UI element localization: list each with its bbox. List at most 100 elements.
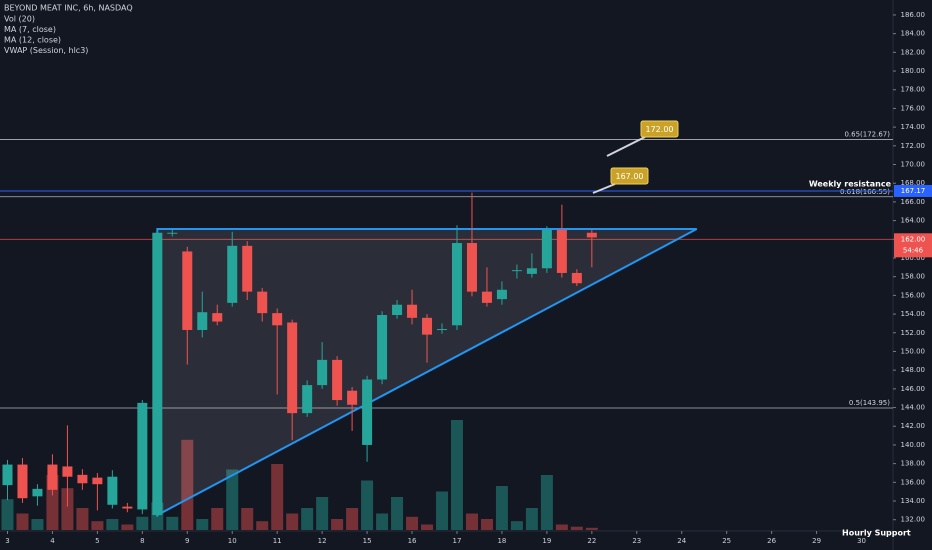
- volume-bar: [16, 513, 29, 530]
- volume-bar: [271, 464, 284, 530]
- candle-body: [541, 229, 552, 269]
- y-tick-label: 154.00: [901, 310, 926, 318]
- callout-label: 167.00: [616, 172, 644, 181]
- indicator-label: Vol (20): [4, 15, 35, 24]
- y-tick-label: 178.00: [901, 86, 926, 94]
- y-tick-label: 148.00: [901, 366, 926, 374]
- candle-body: [407, 304, 418, 318]
- y-tick-label: 166.00: [901, 198, 926, 206]
- x-tick-label: 9: [185, 537, 189, 545]
- volume-bar: [301, 508, 314, 530]
- y-tick-label: 158.00: [901, 273, 926, 281]
- x-tick-label: 8: [140, 537, 144, 545]
- candle-body: [377, 315, 388, 380]
- volume-bar: [91, 521, 104, 530]
- y-tick-label: 150.00: [901, 347, 926, 355]
- x-tick-label: 24: [677, 537, 686, 545]
- candle-body: [302, 385, 313, 414]
- volume-bar: [540, 475, 553, 530]
- x-tick-label: 29: [812, 537, 821, 545]
- candle-body: [152, 232, 163, 516]
- callout-pointer: [606, 136, 646, 157]
- x-tick-label: 5: [95, 537, 99, 545]
- candle-body: [362, 379, 373, 445]
- callout-pointer: [592, 183, 616, 194]
- countdown-label: 54:46: [903, 246, 924, 254]
- y-tick-label: 144.00: [901, 404, 926, 412]
- y-tick-label: 132.00: [901, 516, 926, 524]
- candle-body: [122, 506, 133, 509]
- y-tick-label: 152.00: [901, 329, 926, 337]
- x-tick-label: 15: [363, 537, 372, 545]
- y-tick-label: 174.00: [901, 123, 926, 131]
- y-tick-label: 140.00: [901, 441, 926, 449]
- candle-body: [272, 313, 283, 326]
- y-tick-label: 134.00: [901, 497, 926, 505]
- candle-body: [526, 268, 537, 274]
- candle-body: [317, 359, 328, 386]
- candle-body: [227, 245, 238, 303]
- volume-bar: [211, 508, 224, 530]
- volume-bar: [1, 499, 14, 530]
- y-tick-label: 146.00: [901, 385, 926, 393]
- x-tick-label: 11: [273, 537, 282, 545]
- candle-body: [182, 251, 193, 330]
- y-tick-label: 172.00: [901, 142, 926, 150]
- volume-bar: [316, 497, 329, 530]
- volume-bar: [406, 516, 419, 530]
- x-tick-label: 23: [632, 537, 641, 545]
- volume-bar: [181, 439, 194, 530]
- candle-body: [347, 390, 358, 405]
- volume-bar: [450, 420, 463, 530]
- volume-bar: [525, 508, 538, 530]
- volume-bar: [495, 486, 508, 530]
- volume-bar: [436, 491, 449, 530]
- candle-body: [167, 232, 178, 234]
- volume-bar: [31, 519, 44, 530]
- y-tick-label: 168.00: [901, 179, 926, 187]
- candle-body: [481, 291, 492, 303]
- candle-body: [496, 289, 507, 300]
- candle-body: [197, 312, 208, 330]
- y-tick-label: 186.00: [901, 11, 926, 19]
- volume-bar: [121, 524, 134, 530]
- fib-label: 0.618(166.55): [840, 188, 890, 196]
- volume-bar: [166, 516, 179, 530]
- volume-bar: [510, 521, 523, 530]
- callout-box: [610, 167, 649, 185]
- resistance-tag: [894, 184, 932, 197]
- legend: BEYOND MEAT INC, 6h, NASDAQ: [4, 4, 133, 13]
- candle-body: [62, 466, 73, 477]
- x-tick-label: 19: [542, 537, 551, 545]
- volume-bar: [256, 521, 269, 530]
- x-tick-label: 3: [5, 537, 9, 545]
- volume-bar: [465, 513, 478, 530]
- volume-bar: [421, 524, 434, 530]
- resistance-tag-label: 167.17: [901, 187, 926, 195]
- volume-bar: [286, 513, 299, 530]
- y-tick-label: 180.00: [901, 67, 926, 75]
- indicator-label: MA (7, close): [4, 25, 56, 34]
- x-tick-label: 4: [50, 537, 55, 545]
- candle-body: [77, 474, 88, 484]
- candle-body: [17, 464, 28, 499]
- x-tick-label: 10: [228, 537, 237, 545]
- fib-label: 0.65(172.67): [844, 131, 890, 139]
- volume-bar: [331, 519, 344, 530]
- candle-body: [511, 270, 522, 272]
- candle-body: [437, 329, 448, 331]
- x-tick-label: 12: [318, 537, 327, 545]
- volume-bar: [136, 516, 149, 530]
- candle-body: [556, 229, 567, 273]
- last-price-tag: [894, 233, 932, 258]
- y-tick-label: 142.00: [901, 422, 926, 430]
- candle-body: [32, 488, 43, 497]
- last-price-label: 162.00: [901, 235, 926, 243]
- y-tick-label: 156.00: [901, 291, 926, 299]
- x-tick-label: 30: [857, 537, 866, 545]
- y-tick-label: 176.00: [901, 104, 926, 112]
- candle-body: [47, 464, 58, 490]
- volume-bar: [61, 488, 74, 530]
- candle-body: [242, 245, 253, 292]
